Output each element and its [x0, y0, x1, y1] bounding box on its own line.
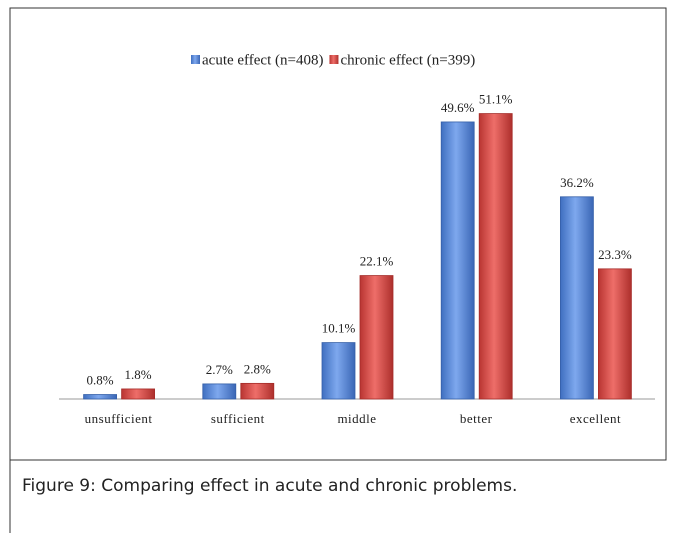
bar — [359, 275, 394, 400]
legend-label: chronic effect (n=399) — [340, 52, 475, 68]
frame — [9, 7, 667, 533]
x-tick-label: better — [460, 411, 493, 426]
bar — [121, 388, 155, 400]
x-tick-label: unsufficient — [85, 411, 153, 426]
data-label: 51.1% — [479, 92, 513, 107]
data-label: 49.6% — [441, 100, 475, 115]
bar — [598, 268, 632, 400]
bar — [478, 113, 513, 400]
data-label: 22.1% — [360, 254, 394, 269]
legend-swatch — [191, 55, 200, 64]
bar — [83, 394, 117, 400]
data-label: 10.1% — [322, 321, 356, 336]
legend-swatch — [329, 55, 339, 64]
x-tick-label: middle — [337, 411, 376, 426]
bar — [440, 121, 475, 400]
data-label: 23.3% — [598, 247, 632, 262]
data-label: 2.7% — [206, 362, 233, 377]
bar — [240, 382, 275, 400]
data-label: 1.8% — [125, 367, 152, 382]
data-label: 36.2% — [560, 175, 594, 190]
data-label: 2.8% — [244, 361, 271, 376]
bar — [321, 342, 356, 400]
bar — [202, 383, 237, 400]
caption: Figure 9: Comparing effect in acute and … — [22, 476, 517, 496]
x-tick-label: sufficient — [211, 411, 265, 426]
x-tick-label: excellent — [570, 411, 621, 426]
legend-label: acute effect (n=408) — [202, 52, 323, 68]
bar — [560, 196, 594, 400]
data-label: 0.8% — [87, 373, 114, 388]
